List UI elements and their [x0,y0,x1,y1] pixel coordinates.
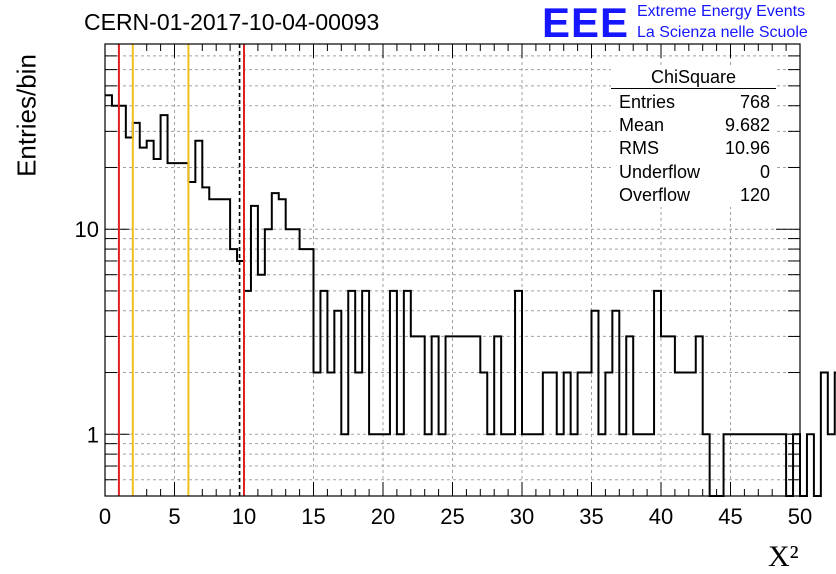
x-tick-label: 45 [718,504,742,529]
stats-row-underflow: Underflow 0 [611,161,776,184]
x-tick-label: 30 [510,504,534,529]
stats-row-overflow: Overflow 120 [611,184,776,207]
stats-label: RMS [619,138,659,159]
y-tick-label: 1 [87,422,99,447]
x-tick-label: 35 [579,504,603,529]
stats-value: 9.682 [724,115,770,136]
stats-value: 0 [759,161,770,182]
stats-row-entries: Entries 768 [611,91,776,114]
x-tick-label: 10 [232,504,256,529]
x-tick-label: 25 [440,504,464,529]
y-tick-label: 10 [75,217,99,242]
stats-label: Overflow [619,184,691,205]
stats-row-rms: RMS 10.96 [611,137,776,160]
chart-title: CERN-01-2017-10-04-00093 [84,9,380,35]
stats-box: ChiSquare Entries 768 Mean 9.682 RMS 10.… [611,66,776,208]
histogram-series [105,94,836,497]
stats-label: Entries [619,92,676,112]
logo-caption-line1: Extreme Energy Events [637,3,806,20]
stats-label: Mean [619,115,665,136]
stats-box-title: ChiSquare [611,66,776,89]
x-tick-label: 40 [649,504,673,529]
logo-caption-line2: La Scienza nelle Scuole [637,24,808,41]
x-tick-label: 20 [371,504,395,529]
stats-value: 10.96 [724,138,770,159]
x-axis-label: X² [768,540,799,573]
stats-row-mean: Mean 9.682 [611,114,776,137]
stats-value: 120 [739,184,770,205]
x-tick-label: 15 [301,504,325,529]
x-tick-label: 0 [99,504,111,529]
x-tick-label: 5 [168,504,180,529]
plot-frame [104,43,801,497]
x-tick-label: 50 [788,504,812,529]
stats-label: Underflow [619,161,701,182]
eee-logo: EEE [542,0,630,46]
stats-value: 768 [739,92,770,112]
